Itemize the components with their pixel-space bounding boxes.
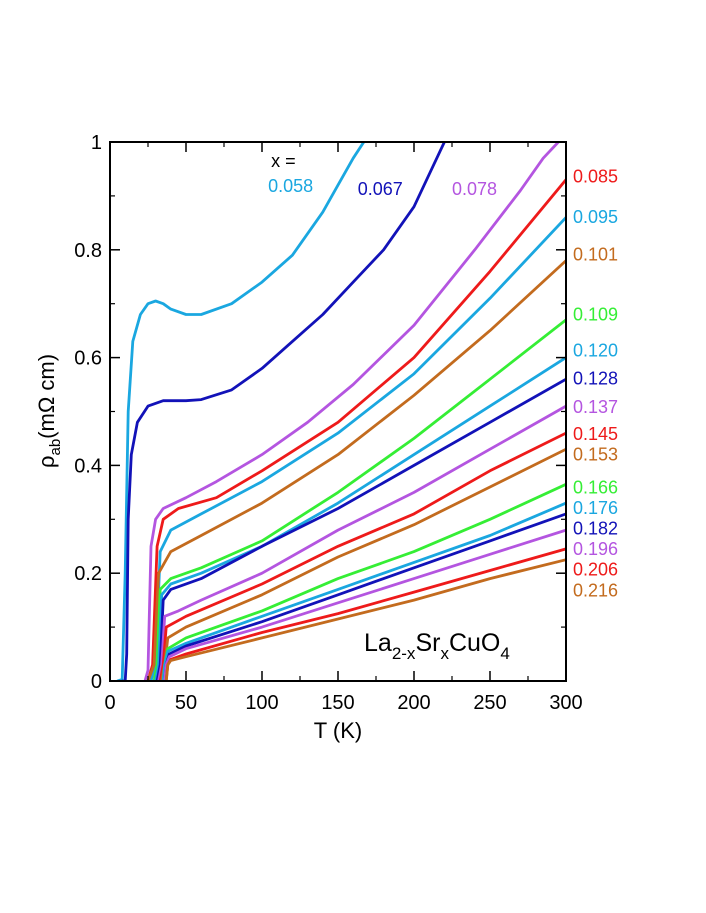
series-label-0.095: 0.095 xyxy=(573,207,618,227)
x-tick-label: 200 xyxy=(397,692,430,714)
series-label-0.078: 0.078 xyxy=(452,179,497,199)
compound-formula: La2-xSrxCuO4 xyxy=(364,629,510,663)
x-tick-label: 0 xyxy=(104,692,115,714)
series-label-0.176: 0.176 xyxy=(573,498,618,518)
y-tick-label: 1 xyxy=(91,132,102,154)
series-label-0.085: 0.085 xyxy=(573,166,618,186)
series-label-0.153: 0.153 xyxy=(573,445,618,465)
doping-header: x = xyxy=(271,151,296,171)
curve-x-0.196 xyxy=(163,528,566,681)
y-tick-label: 0.2 xyxy=(74,563,102,585)
series-label-0.109: 0.109 xyxy=(573,304,618,324)
series-label-0.196: 0.196 xyxy=(573,539,618,559)
x-axis-label: T (K) xyxy=(314,718,362,743)
curve-x-0.176 xyxy=(161,501,566,681)
series-label-0.206: 0.206 xyxy=(573,559,618,579)
curve-x-0.067 xyxy=(120,142,446,681)
curve-x-0.137 xyxy=(157,404,566,681)
series-label-0.101: 0.101 xyxy=(573,245,618,265)
curve-x-0.085 xyxy=(146,178,566,681)
series-label-0.145: 0.145 xyxy=(573,424,618,444)
series-label-0.216: 0.216 xyxy=(573,580,618,600)
plot-frame xyxy=(109,141,567,682)
series-label-0.128: 0.128 xyxy=(573,369,618,389)
x-tick-label: 100 xyxy=(245,692,278,714)
curve-x-0.058 xyxy=(116,142,366,681)
curve-x-0.078 xyxy=(143,142,560,681)
curve-x-0.128 xyxy=(155,377,566,681)
x-tick-label: 300 xyxy=(549,692,582,714)
curve-x-0.109 xyxy=(152,318,566,681)
series-label-0.137: 0.137 xyxy=(573,397,618,417)
series-label-0.166: 0.166 xyxy=(573,477,618,497)
y-tick-label: 0.6 xyxy=(74,348,102,370)
curve-x-0.120 xyxy=(154,356,566,681)
y-tick-label: 0.4 xyxy=(74,455,102,477)
y-axis-label: ρab(mΩ cm) xyxy=(34,354,64,468)
series-label-0.182: 0.182 xyxy=(573,518,618,538)
curve-x-0.095 xyxy=(149,216,566,681)
series-label-0.058: 0.058 xyxy=(268,176,313,196)
y-tick-label: 0 xyxy=(91,671,102,693)
curve-x-0.145 xyxy=(158,431,566,681)
series-label-0.120: 0.120 xyxy=(573,341,618,361)
x-tick-label: 50 xyxy=(175,692,197,714)
x-tick-label: 150 xyxy=(321,692,354,714)
curve-x-0.216 xyxy=(164,558,566,681)
curve-x-0.101 xyxy=(146,259,566,681)
y-tick-label: 0.8 xyxy=(74,240,102,262)
series-label-0.067: 0.067 xyxy=(358,179,403,199)
x-tick-label: 250 xyxy=(473,692,506,714)
